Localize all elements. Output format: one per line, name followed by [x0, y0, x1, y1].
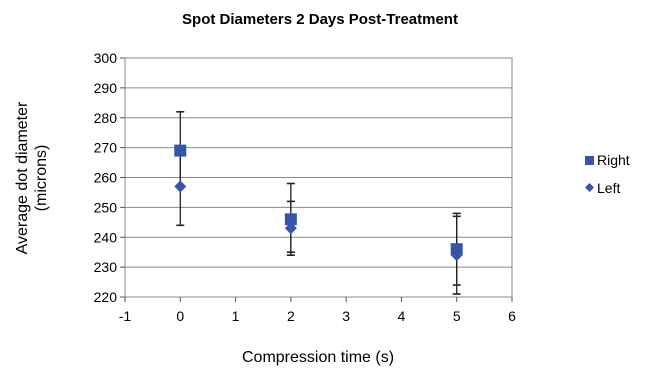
legend: Right Left [585, 152, 630, 196]
x-tick-label: 6 [508, 308, 516, 324]
x-tick-label: 3 [342, 308, 350, 324]
x-tick-label: 2 [287, 308, 295, 324]
y-tick-label: 300 [94, 50, 118, 66]
data-markers [174, 144, 463, 262]
y-tick-label: 270 [94, 140, 118, 156]
point-left [450, 249, 463, 262]
point-left [284, 222, 297, 235]
chart-title: Spot Diameters 2 Days Post-Treatment [182, 11, 458, 28]
y-tick-label: 240 [94, 229, 118, 245]
y-axis-title-line1: Average dot diameter [14, 101, 31, 254]
y-tick-label: 260 [94, 170, 118, 186]
y-axis-title: Average dot diameter (microns) [14, 101, 50, 254]
point-left [174, 180, 187, 193]
x-tick-label: 1 [232, 308, 240, 324]
x-tick-label: 4 [398, 308, 406, 324]
y-tick-label: 250 [94, 199, 118, 215]
point-right [174, 144, 187, 157]
tick-labels: 220 230 240 250 260 270 280 290 300 -1 0 1 2 3 4 5 6 [94, 50, 516, 324]
gridlines [125, 87, 512, 268]
x-tick-label: 5 [453, 308, 461, 324]
legend-marker-right [585, 156, 594, 165]
legend-label-left: Left [597, 180, 620, 196]
y-axis-title-line2: (microns) [33, 145, 50, 212]
x-tick-label: -1 [119, 308, 132, 324]
x-axis-title: Compression time (s) [242, 349, 394, 366]
legend-marker-left [585, 183, 594, 192]
legend-label-right: Right [597, 152, 630, 168]
y-tick-label: 290 [94, 80, 118, 96]
axes [120, 57, 513, 302]
y-tick-label: 220 [94, 289, 118, 305]
point-right [284, 213, 297, 226]
y-tick-label: 280 [94, 110, 118, 126]
x-tick-label: 0 [176, 308, 184, 324]
y-tick-label: 230 [94, 259, 118, 275]
